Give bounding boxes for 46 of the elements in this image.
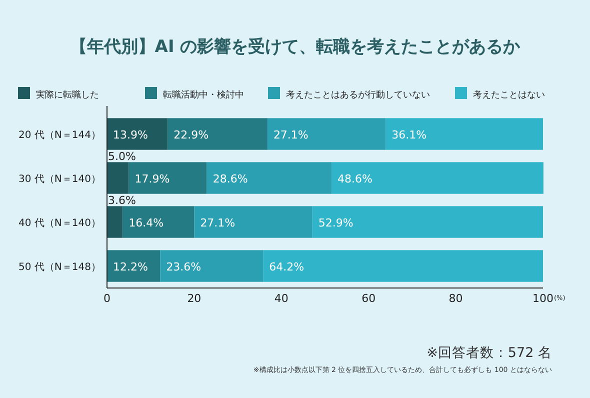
bar [263,250,543,282]
legend-label: 実際に転職した [36,90,99,100]
bar [312,206,543,238]
bar [194,206,312,238]
x-tick-label: 60 [362,292,376,305]
text: ※回答者数：572 名 [426,345,552,361]
data-label: 23.6% [166,260,202,274]
bar [267,118,386,150]
data-label: 12.2% [113,260,148,274]
bar [107,162,129,194]
data-label: 28.6% [212,172,248,186]
bar [107,206,123,238]
chart-title: 【年代別】AI の影響を受けて、転職を考えたことがあるか [70,37,522,57]
legend-label: 考えたことはあるが行動していない [286,90,430,100]
data-label: 22.9% [174,128,209,142]
data-label: 52.9% [318,216,354,230]
x-tick-label: 20 [187,292,202,305]
bar [332,162,544,194]
y-tick-label: 30 代（N＝140） [18,174,101,185]
y-tick-label: 40 代（N＝140） [18,218,101,229]
data-label: 16.4% [128,216,164,230]
bar [107,250,160,282]
x-tick-label: 80 [448,292,463,305]
data-label: 5.0% [108,150,136,164]
y-tick-label: 20 代（N＝144） [18,130,101,141]
bar [206,162,332,194]
data-label: 17.9% [134,172,170,186]
x-tick-label: 40 [274,292,288,305]
data-label: 3.6% [108,194,136,208]
data-label: 27.1% [273,128,308,142]
data-label: 13.9% [113,128,148,142]
bar [107,118,168,150]
legend-label: 転職活動中・検討中 [163,90,244,100]
data-label: 27.1% [200,216,236,230]
bar [386,118,543,150]
bar [168,118,268,150]
data-label: 64.2% [269,260,304,274]
bar [128,162,207,194]
bar [160,250,264,282]
data-label: 48.6% [338,172,372,186]
x-tick-label: 100 [532,292,554,305]
data-label: 36.1% [392,128,427,142]
bar [122,206,194,238]
legend-label: 考えたことはない [473,90,545,100]
x-tick-label: 0 [104,292,110,305]
y-tick-label: 50 代（N＝148） [18,262,101,273]
